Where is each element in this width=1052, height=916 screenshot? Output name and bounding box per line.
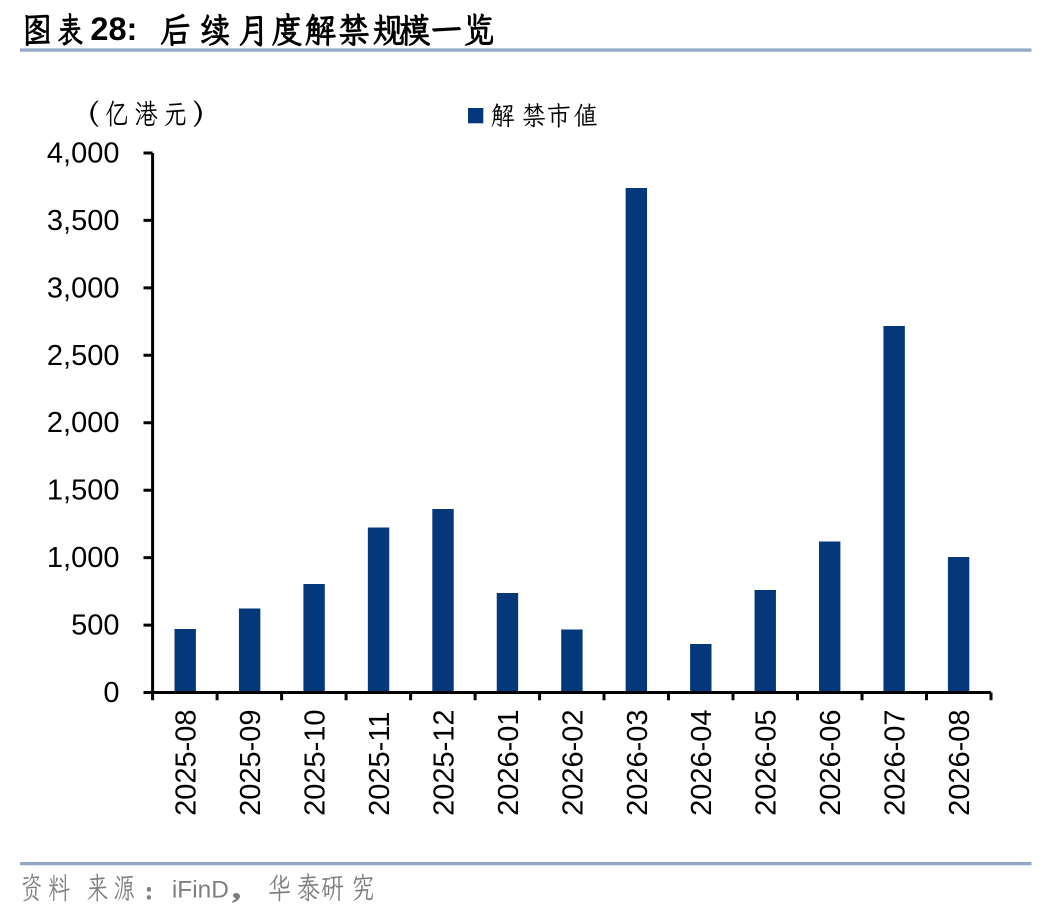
svg-text:2026-08: 2026-08 [944,709,976,815]
svg-text:2026-02: 2026-02 [557,709,589,815]
svg-text:3,000: 3,000 [47,272,120,304]
svg-text:2025-11: 2025-11 [364,712,396,816]
svg-text:2025-09: 2025-09 [235,709,267,815]
svg-text:28:: 28: [90,11,137,47]
svg-text:2026-01: 2026-01 [493,709,525,815]
svg-text:2025-08: 2025-08 [171,709,203,815]
svg-text:3,500: 3,500 [47,205,120,237]
svg-text:2,500: 2,500 [47,340,120,372]
svg-text:2026-05: 2026-05 [751,709,783,815]
svg-text:2026-04: 2026-04 [686,709,718,815]
svg-text:500: 500 [71,610,119,642]
svg-text:0: 0 [103,677,119,709]
svg-text:2026-06: 2026-06 [815,709,847,815]
svg-text:4,000: 4,000 [47,138,120,170]
svg-text:iFinD: iFinD [172,876,229,903]
svg-text:1,500: 1,500 [47,475,120,507]
svg-text:2,000: 2,000 [47,407,120,439]
svg-text:2026-07: 2026-07 [880,709,912,815]
svg-text:2026-03: 2026-03 [622,709,654,815]
svg-text:2025-10: 2025-10 [300,709,332,815]
svg-text:1,000: 1,000 [47,542,120,574]
svg-text:2025-12: 2025-12 [428,709,460,815]
